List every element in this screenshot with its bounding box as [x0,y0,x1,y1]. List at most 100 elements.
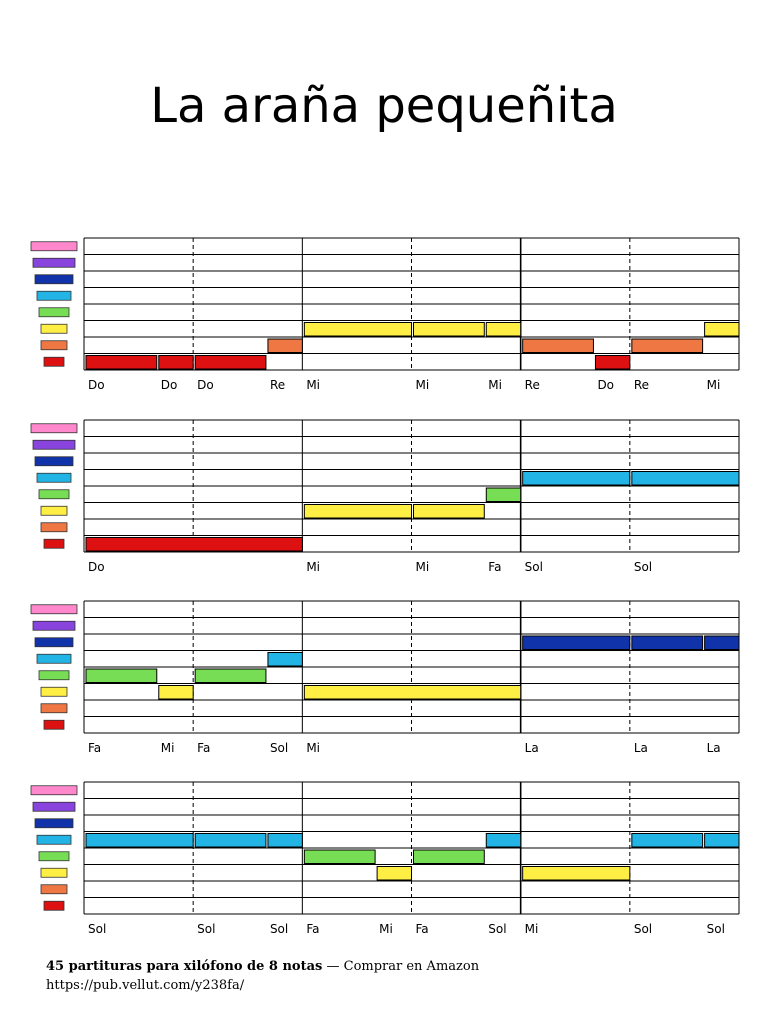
note-bar [594,355,631,370]
legend-bar [40,323,68,334]
legend-bar [40,340,68,351]
note-bar [303,322,413,337]
legend-bar [30,423,78,434]
legend-bar [43,719,65,730]
note-bar [522,471,631,486]
note-bar [85,833,194,848]
footer-separator: — [322,959,344,974]
note-bar [413,504,485,519]
legend-bar [40,867,68,878]
legend-bar [36,834,72,845]
legend-bar [36,653,72,664]
note-label: La [707,741,721,755]
legend-bar [32,439,76,450]
note-label: Sol [525,560,543,574]
note-bar [631,471,740,486]
footer: 45 partituras para xilófono de 8 notas —… [46,957,479,995]
note-label: Sol [634,922,652,936]
note-label: Sol [270,922,288,936]
note-bar [194,668,267,683]
legend-bar [43,900,65,911]
note-label: Mi [161,741,175,755]
note-bar [376,866,413,881]
note-bar [485,322,522,337]
note-bar [485,487,522,502]
note-label: Sol [488,922,506,936]
note-label: Mi [306,378,320,392]
note-label: Do [161,378,178,392]
legend-bar [40,703,68,714]
legend-bar [38,489,70,500]
staff-system: Do Mi Mi Fa Sol Sol [30,419,740,574]
note-bar [704,635,740,650]
note-bar [704,322,740,337]
xylophone-score: Do Do Do Re Mi Mi Mi Re Do Re Mi Do Mi Mi Fa Sol Sol Fa Mi… [30,237,740,936]
buy-link[interactable]: Comprar en Amazon [343,959,480,974]
note-label: Re [634,378,649,392]
staff-system: Do Do Do Re Mi Mi Mi Re Do Re Mi [30,237,740,392]
note-label: Sol [707,922,725,936]
legend-bar [43,356,65,367]
note-bar [631,833,704,848]
note-label: Do [597,378,614,392]
note-label: La [525,741,539,755]
note-bar [631,635,704,650]
note-label: Mi [525,922,539,936]
note-label: Fa [197,741,210,755]
note-label: Mi [379,922,393,936]
note-bar [631,338,704,353]
legend-bar [38,307,70,318]
note-bar [413,322,485,337]
staff-system: Fa Mi Fa Sol Mi La La La [30,600,740,755]
note-label: Sol [88,922,106,936]
note-label: Sol [270,741,288,755]
legend-bar [38,851,70,862]
note-label: Fa [488,560,501,574]
note-label: Re [525,378,540,392]
legend-bar [30,241,78,252]
note-bar [85,668,158,683]
note-bar [522,866,631,881]
note-label: Sol [634,560,652,574]
legend-bar [43,538,65,549]
note-bar [303,504,413,519]
legend-bar [40,505,68,516]
note-bar [194,355,267,370]
legend-bar [40,884,68,895]
note-label: Mi [306,560,320,574]
note-label: Mi [707,378,721,392]
note-bar [158,685,194,700]
note-bar [267,833,303,848]
note-label: Fa [306,922,319,936]
legend-bar [32,620,76,631]
note-bar [303,685,522,700]
note-label: La [634,741,648,755]
note-label: Mi [306,741,320,755]
note-label: Do [88,560,105,574]
note-bar [704,833,740,848]
legend-bar [38,670,70,681]
note-label: Mi [416,378,430,392]
note-bar [267,652,303,667]
legend-bar [30,785,78,796]
note-bar [85,355,158,370]
note-label: Fa [88,741,101,755]
legend-bar [30,604,78,615]
note-bar [522,635,631,650]
note-bar [522,338,594,353]
legend-bar [40,522,68,533]
url-link[interactable]: https://pub.vellut.com/y238fa/ [46,978,245,993]
page-title: La araña pequeñita [150,78,618,134]
legend-bar [40,686,68,697]
note-label: Do [197,378,214,392]
note-label: Sol [197,922,215,936]
legend-bar [32,801,76,812]
footer-line-1: 45 partituras para xilófono de 8 notas —… [46,957,479,976]
book-title-link[interactable]: 45 partituras para xilófono de 8 notas [46,959,323,974]
note-label: Re [270,378,285,392]
note-label: Fa [416,922,429,936]
note-label: Mi [488,378,502,392]
note-label: Mi [416,560,430,574]
legend-bar [34,637,74,648]
note-bar [485,833,522,848]
